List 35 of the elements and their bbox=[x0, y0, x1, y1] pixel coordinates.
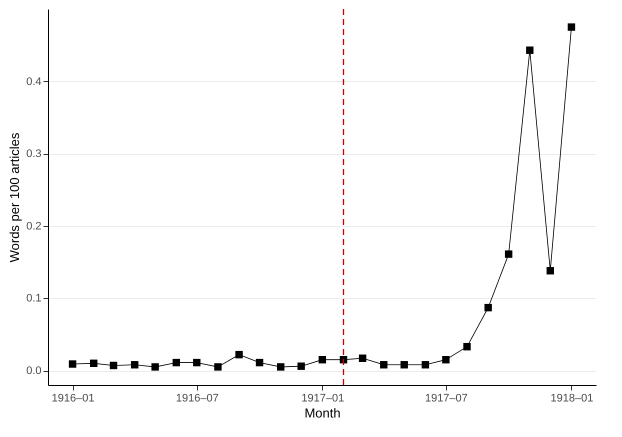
point bbox=[193, 358, 200, 366]
x-axis-title: Month bbox=[304, 406, 341, 420]
y-tick-label: 0.0 bbox=[26, 365, 42, 378]
point bbox=[277, 363, 284, 371]
y-tick-label: 0.3 bbox=[26, 148, 42, 160]
point bbox=[358, 354, 366, 362]
point bbox=[400, 361, 408, 368]
x-tick-label: 1916–07 bbox=[176, 392, 219, 404]
point bbox=[318, 356, 326, 364]
point bbox=[256, 358, 264, 366]
point bbox=[422, 361, 430, 368]
x-tick-label: 1918–01 bbox=[550, 392, 594, 404]
x-tick-label: 1916–01 bbox=[52, 392, 94, 404]
y-tick-label: 0.2 bbox=[26, 220, 42, 232]
point bbox=[214, 363, 222, 371]
point bbox=[504, 250, 512, 258]
point bbox=[90, 360, 98, 368]
point bbox=[172, 358, 180, 366]
y-axis-title: Words per 100 articles bbox=[7, 132, 22, 262]
point bbox=[526, 46, 534, 54]
point bbox=[546, 267, 554, 274]
point bbox=[380, 361, 388, 368]
point bbox=[442, 356, 450, 364]
point bbox=[151, 363, 159, 371]
point bbox=[235, 350, 243, 358]
point bbox=[130, 361, 138, 368]
point bbox=[297, 362, 305, 370]
point bbox=[568, 23, 576, 31]
y-tick-label: 0.1 bbox=[26, 292, 42, 305]
y-tick-label: 0.4 bbox=[26, 76, 42, 88]
x-tick-label: 1917–07 bbox=[424, 392, 468, 404]
x-tick-label: 1917–01 bbox=[301, 392, 344, 404]
point bbox=[484, 304, 492, 312]
point bbox=[463, 342, 471, 350]
point bbox=[68, 360, 76, 368]
